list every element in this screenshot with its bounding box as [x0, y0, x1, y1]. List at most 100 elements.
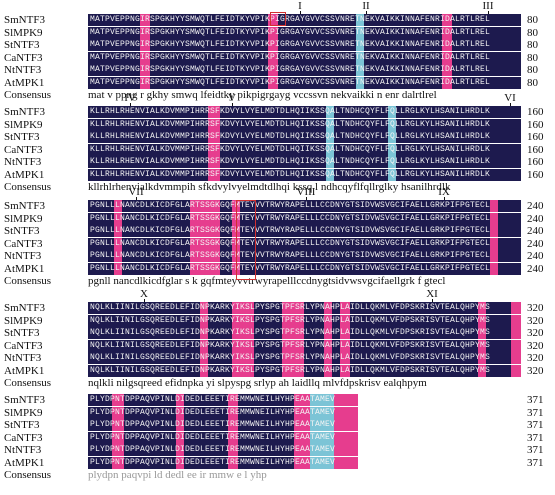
residue-block	[326, 168, 334, 181]
residue-block	[486, 364, 511, 377]
residue-block	[364, 39, 442, 51]
residue-block	[324, 314, 332, 327]
residue-block	[228, 406, 238, 419]
residue-block	[114, 225, 122, 237]
residue-block	[208, 143, 220, 156]
consensus-sequence: kllrhlrhenvialkdvmmpih sfkdvylvyelmdtdlh…	[88, 181, 451, 193]
residue-block	[268, 76, 278, 89]
residue-block	[208, 352, 232, 364]
sequence-text: KLLRHLRHENVIALKDVMMPIHRRSFKDVYLVYELMDTDL…	[90, 169, 491, 179]
residue-block	[88, 339, 200, 352]
residue-block	[220, 200, 232, 212]
species-name: CaNTF3	[4, 431, 43, 444]
residue-block	[220, 262, 232, 275]
consensus-label: Consensus	[4, 275, 52, 287]
residue-block	[220, 131, 326, 143]
sequence-text: KLLRHLRHENVIALKDVMMPIHRRSFKDVYLVYELMDTDL…	[90, 144, 491, 154]
sequence-row: KLLRHLRHENVIALKDVMMPIHRRSFKDVYLVYELMDTDL…	[88, 156, 521, 168]
sequence-row: PLYDPNTDPPAQVPINLDIDEDLEEETIREMMWNEILHYH…	[88, 456, 358, 469]
residue-block	[326, 118, 334, 131]
sequence-row: PGNLLLNANCDLKICDFGLARTSSGKGQFMTEYVVTRWYR…	[88, 200, 521, 212]
residue-block	[240, 225, 490, 237]
residue-block	[294, 431, 310, 444]
residue-block	[350, 302, 478, 314]
motif-highlight-box	[236, 200, 256, 280]
residue-block	[140, 51, 150, 64]
row-end-number: 80	[527, 14, 538, 26]
residue-block	[310, 394, 334, 406]
residue-block	[208, 364, 232, 377]
residue-block	[88, 352, 200, 364]
residue-block	[334, 456, 358, 469]
sequence-text: MATPVEPPNGIRSPGKHYYSMWQTLFEIDTKYVPIKPIGR…	[90, 27, 491, 37]
residue-block	[442, 64, 452, 76]
residue-block	[150, 39, 268, 51]
residue-block	[350, 339, 478, 352]
residue-block	[240, 250, 490, 262]
sequence-text: PGNLLLNANCDLKICDFGLARTSSGKGQFMTEYVVTRWYR…	[90, 251, 491, 260]
residue-block	[364, 14, 442, 26]
domain-label: III	[482, 0, 494, 12]
sequence-row: MATPVEPPNGIRSPGKHYYSMWQTLFEIDTKYVPIKPIGR…	[88, 14, 521, 26]
residue-block	[88, 212, 114, 225]
row-end-number: 80	[527, 26, 538, 39]
residue-block	[334, 444, 358, 456]
residue-block	[310, 456, 334, 469]
row-end-number: 240	[527, 250, 544, 262]
residue-block	[511, 302, 521, 314]
residue-block	[452, 26, 521, 39]
residue-block	[232, 352, 254, 364]
species-name: SlMPK9	[4, 118, 43, 131]
residue-block	[88, 225, 114, 237]
residue-block	[150, 76, 268, 89]
sequence-text: NQLKLIINILGSQREEDLEFIDNPKARKYIKSLPYSPGTP…	[90, 315, 491, 325]
domain-label: VIII	[296, 186, 316, 198]
consensus-label: Consensus	[4, 89, 52, 101]
residue-block	[294, 419, 310, 431]
domain-label: I	[298, 0, 302, 12]
residue-block	[498, 262, 521, 275]
residue-block	[140, 64, 150, 76]
residue-block	[356, 64, 364, 76]
residue-block	[396, 156, 521, 168]
motif-highlight-box	[270, 12, 286, 26]
domain-tick	[488, 11, 489, 15]
residue-block	[88, 26, 140, 39]
residue-block	[326, 106, 334, 118]
residue-block	[282, 302, 304, 314]
residue-block	[324, 364, 332, 377]
species-name: StNTF3	[4, 131, 40, 143]
residue-block	[254, 327, 282, 339]
residue-block	[478, 302, 486, 314]
residue-block	[220, 118, 326, 131]
sequence-text: KLLRHLRHENVIALKDVMMPIHRRSFKDVYLVYELMDTDL…	[90, 157, 491, 166]
residue-block	[490, 237, 498, 250]
residue-block	[326, 131, 334, 143]
sequence-text: MATPVEPPNGIRSPGKHYYSMWQTLFEIDTKYVPIKPIGR…	[90, 52, 491, 62]
residue-block	[294, 456, 310, 469]
residue-block	[396, 168, 521, 181]
residue-block	[304, 352, 324, 364]
sequence-row: PLYDPNTDPPAQVPINLDIDEDLEEETIREMMWNEILHYH…	[88, 419, 358, 431]
residue-block	[238, 394, 294, 406]
residue-block	[490, 212, 498, 225]
species-name: StNTF3	[4, 39, 40, 51]
residue-block	[511, 314, 521, 327]
residue-block	[88, 168, 208, 181]
residue-block	[340, 327, 350, 339]
species-name: SmNTF3	[4, 14, 45, 26]
residue-block	[442, 26, 452, 39]
residue-block	[282, 314, 304, 327]
residue-block	[304, 327, 324, 339]
sequence-text: MATPVEPPNGIRSPGKHYYSMWQTLFEIDTKYVPIKPIGR…	[90, 65, 491, 74]
residue-block	[324, 302, 332, 314]
residue-block	[282, 327, 304, 339]
residue-block	[88, 156, 208, 168]
domain-tick	[144, 299, 145, 303]
residue-block	[511, 339, 521, 352]
species-name: AtMPK1	[4, 168, 45, 181]
residue-block	[88, 364, 200, 377]
residue-block	[278, 26, 356, 39]
residue-block	[350, 352, 478, 364]
residue-block	[350, 314, 478, 327]
